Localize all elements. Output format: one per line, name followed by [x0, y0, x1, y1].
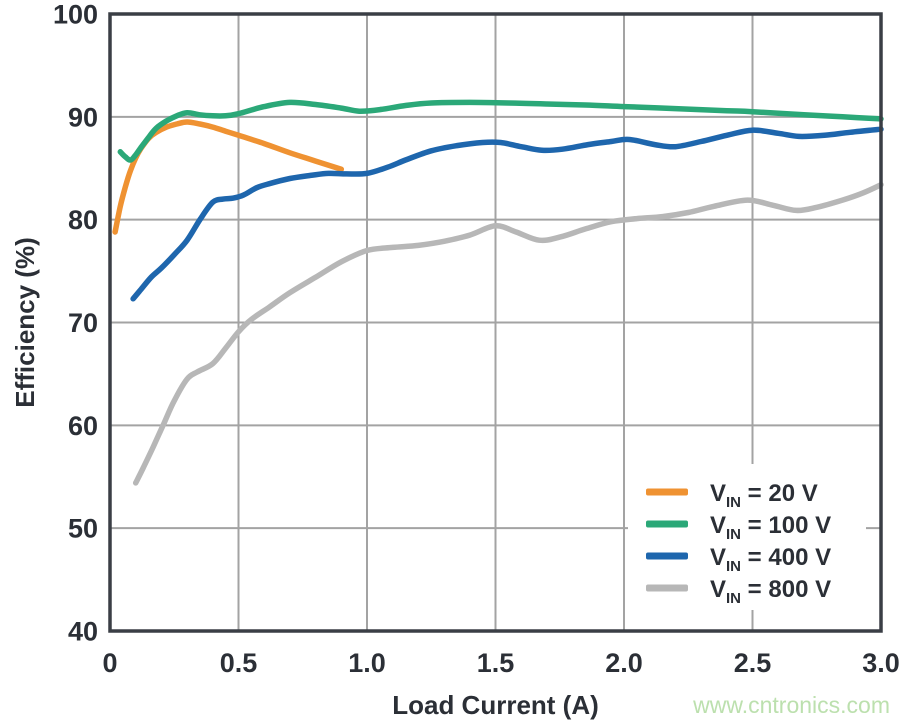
- legend-item-label: VIN = 800 V: [710, 576, 831, 607]
- watermark: www.cntronics.com: [692, 692, 890, 718]
- x-tick-label: 1.5: [477, 648, 515, 678]
- legend-item-label: VIN = 400 V: [710, 544, 831, 575]
- legend-swatch: [646, 488, 688, 496]
- legend-swatch: [646, 584, 688, 592]
- plot-border: [108, 12, 883, 633]
- curve-20v: [112, 119, 345, 235]
- x-tick-label: 2.0: [605, 648, 643, 678]
- legend-item-label: VIN = 100 V: [710, 512, 831, 543]
- x-axis-title: Load Current (A): [392, 690, 599, 720]
- y-tick-label: 50: [68, 514, 98, 544]
- data-curves: [112, 99, 884, 486]
- gridlines: [110, 14, 881, 631]
- y-axis-title: Efficiency (%): [10, 237, 40, 408]
- curve-400v: [130, 126, 884, 302]
- legend-item-label: VIN = 20 V: [710, 480, 818, 511]
- x-tick-label: 3.0: [862, 648, 900, 678]
- curve-100v: [117, 99, 884, 163]
- y-tick-label: 80: [68, 205, 98, 235]
- x-tick-label: 0: [102, 648, 117, 678]
- y-tick-label: 40: [68, 617, 98, 647]
- x-axis-tick-labels: 0 0.5 1.0 1.5 2.0 2.5 3.0: [102, 648, 899, 678]
- y-tick-label: 100: [53, 0, 98, 30]
- x-tick-label: 2.5: [734, 648, 772, 678]
- y-tick-label: 70: [68, 308, 98, 338]
- y-tick-label: 90: [68, 102, 98, 132]
- legend-swatch: [646, 552, 688, 560]
- legend-swatch: [646, 520, 688, 528]
- x-tick-label: 1.0: [348, 648, 386, 678]
- curve-800v: [132, 181, 884, 486]
- y-axis-tick-labels: 40 50 60 70 80 90 100: [53, 0, 98, 647]
- y-tick-label: 60: [68, 411, 98, 441]
- x-tick-label: 0.5: [220, 648, 258, 678]
